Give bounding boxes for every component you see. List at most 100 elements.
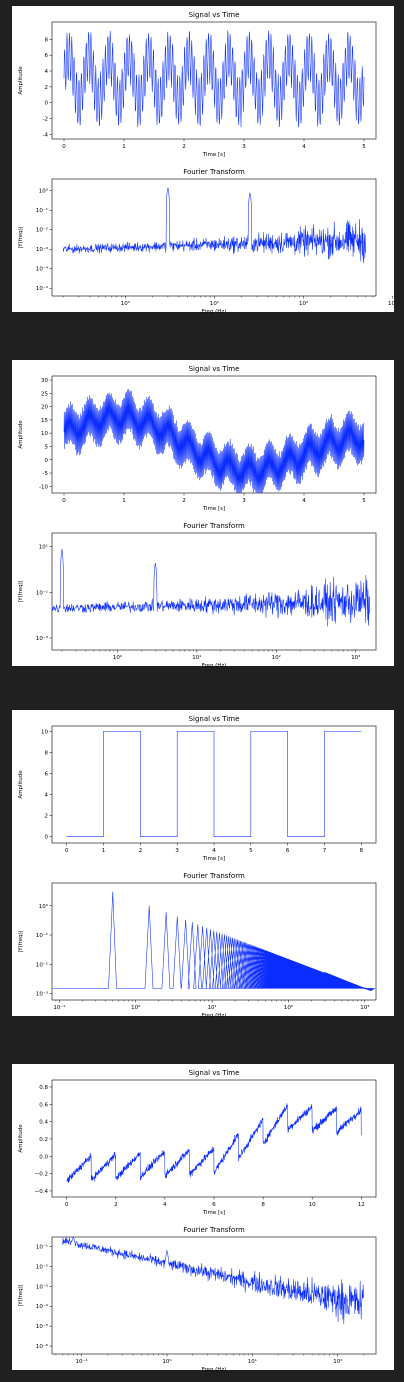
x-tick-label: 8 — [261, 1202, 265, 1208]
x-tick-label: 3 — [242, 498, 246, 504]
chart-title: Fourier Transform — [183, 168, 245, 176]
x-tick-label: 10² — [284, 1004, 293, 1011]
series-line — [66, 1103, 362, 1184]
x-tick-label: 6 — [286, 848, 290, 854]
figure-panel-3: Signal vs Time 0 1 2 3 4 5 6 7 8 0 2 4 6 8 10 Time [s] Am… — [12, 710, 394, 1019]
y-tick-label: 4 — [45, 69, 49, 75]
y-tick-label: 5 — [45, 444, 49, 450]
x-tick-label: 4 — [212, 848, 216, 854]
x-tick-label: 10² — [272, 654, 281, 661]
y-tick-label: -10 — [39, 484, 48, 490]
chart-fft-1: Fourier Transform 10⁰ 10¹ 10² 10³ 10⁻⁵ 10⁻⁴ 10⁻… — [18, 168, 397, 315]
y-tick-label: 10⁻³ — [36, 991, 48, 998]
y-tick-label: 10 — [41, 431, 48, 437]
chart-title: Fourier Transform — [183, 1226, 245, 1234]
y-tick-label: −0.2 — [35, 1172, 48, 1178]
series-line — [62, 187, 367, 264]
series-line — [51, 549, 370, 627]
x-tick-label: 1 — [122, 144, 126, 150]
chart-title: Fourier Transform — [183, 522, 245, 530]
plot-frame — [51, 21, 377, 140]
y-tick-label: 10⁻⁵ — [36, 285, 48, 292]
plot-frame — [51, 375, 377, 494]
y-tick-label: 20 — [41, 405, 48, 411]
x-tick-label: 1 — [102, 848, 106, 854]
x-tick-label: 3 — [175, 848, 179, 854]
series-line — [52, 891, 376, 991]
figure-panel-2: Signal vs Time 0 1 2 3 4 5 -10 -5 0 5 10 15 20 25 30 Tim… — [12, 360, 394, 669]
x-tick-label: 10³ — [351, 654, 360, 661]
chart-title: Signal vs Time — [189, 11, 240, 19]
x-tick-label: 12 — [358, 1202, 365, 1208]
y-tick-label: 10⁻³ — [36, 246, 48, 253]
chart-fft-3: Fourier Transform 10⁻¹ 10⁰ 10¹ 10² 10³ 10⁻³ 10⁻… — [18, 872, 377, 1019]
x-tick-label: 4 — [163, 1202, 167, 1208]
x-tick-label: 10¹ — [192, 654, 201, 661]
x-tick-label: 4 — [302, 498, 306, 504]
x-tick-label: 6 — [212, 1202, 216, 1208]
y-axis-label: |Y(freq)| — [18, 580, 24, 602]
x-tick-label: 2 — [182, 498, 186, 504]
x-axis-label: Time [s] — [202, 1210, 225, 1216]
y-tick-label: 6 — [45, 53, 49, 59]
chart-fft-2: Fourier Transform 10⁰ 10¹ 10² 10³ 10⁻³ 10⁻¹ 10¹… — [18, 522, 377, 669]
y-tick-label: 10⁻³ — [36, 1283, 48, 1290]
y-tick-label: 0 — [45, 835, 49, 841]
y-tick-label: 4 — [45, 793, 49, 799]
plot-frame — [51, 882, 377, 1001]
y-axis-label: Amplitude — [18, 770, 24, 799]
x-tick-label: 3 — [242, 144, 246, 150]
y-tick-label: 0.8 — [39, 1085, 48, 1091]
y-axis-label: |Y(freq)| — [18, 930, 24, 952]
x-tick-label: 1 — [122, 498, 126, 504]
plot-frame — [51, 1236, 377, 1355]
y-axis-label: |Y(freq)| — [18, 226, 24, 248]
y-tick-label: 0.4 — [39, 1120, 48, 1126]
y-tick-label: 10⁰ — [39, 903, 49, 910]
x-axis-label: Time [s] — [202, 506, 225, 512]
chart-title: Fourier Transform — [183, 872, 245, 880]
y-tick-label: 0 — [45, 458, 49, 464]
x-tick-label: 10⁰ — [131, 1004, 141, 1011]
chart-title: Signal vs Time — [189, 1069, 240, 1077]
y-tick-label: 0.6 — [39, 1102, 48, 1108]
x-tick-label: 8 — [360, 848, 364, 854]
y-tick-label: 10⁻² — [36, 961, 48, 968]
y-tick-label: 25 — [41, 391, 48, 397]
y-tick-label: −0.4 — [35, 1189, 49, 1195]
x-tick-label: 0 — [65, 848, 69, 854]
x-tick-label: 10⁻¹ — [53, 1004, 65, 1011]
y-tick-label: 8 — [45, 750, 49, 756]
chart-time-1: Signal vs Time 0 1 2 3 4 5 -4 -2 0 2 4 6 8 Time [s] Amp… — [18, 11, 377, 158]
chart-time-3: Signal vs Time 0 1 2 3 4 5 6 7 8 0 2 4 6 8 10 Time [s] Am… — [18, 715, 377, 862]
chart-time-4: Signal vs Time 0 2 4 6 8 10 12 −0.4 −0.2 0.0 0.2 0.4… — [18, 1069, 377, 1216]
x-tick-label: 0 — [62, 498, 66, 504]
figure-panel-4: Signal vs Time 0 2 4 6 8 10 12 −0.4 −0.2 0.0 0.2 0.4… — [12, 1064, 394, 1373]
y-tick-label: 10⁻¹ — [36, 932, 48, 939]
y-axis-label: |Y(freq)| — [18, 1284, 24, 1306]
chart-title: Signal vs Time — [189, 715, 240, 723]
x-tick-label: 0 — [65, 1202, 69, 1208]
x-tick-label: 10² — [299, 300, 308, 307]
x-tick-label: 2 — [114, 1202, 118, 1208]
x-tick-label: 5 — [249, 848, 253, 854]
x-tick-label: 10⁰ — [162, 1358, 172, 1365]
y-tick-label: 10¹ — [39, 544, 48, 551]
y-tick-label: 6 — [45, 771, 49, 777]
x-tick-label: 10¹ — [248, 1358, 257, 1365]
x-tick-label: 10² — [333, 1358, 342, 1365]
x-tick-label: 10⁰ — [113, 654, 123, 661]
plot-frame — [51, 1079, 377, 1198]
chart-title: Signal vs Time — [189, 365, 240, 373]
y-tick-label: 0 — [45, 101, 49, 107]
y-tick-label: 8 — [45, 37, 49, 43]
y-tick-label: 10⁻⁴ — [36, 1303, 49, 1310]
plot-frame — [51, 532, 377, 651]
y-tick-label: 0.2 — [39, 1137, 48, 1143]
x-axis-label: Freq (Hz) — [202, 1367, 227, 1373]
y-tick-label: 10⁻⁴ — [36, 266, 49, 273]
x-axis-label: Freq (Hz) — [202, 309, 227, 315]
x-tick-label: 5 — [362, 498, 366, 504]
x-tick-label: 7 — [323, 848, 327, 854]
x-tick-label: 10 — [309, 1202, 316, 1208]
